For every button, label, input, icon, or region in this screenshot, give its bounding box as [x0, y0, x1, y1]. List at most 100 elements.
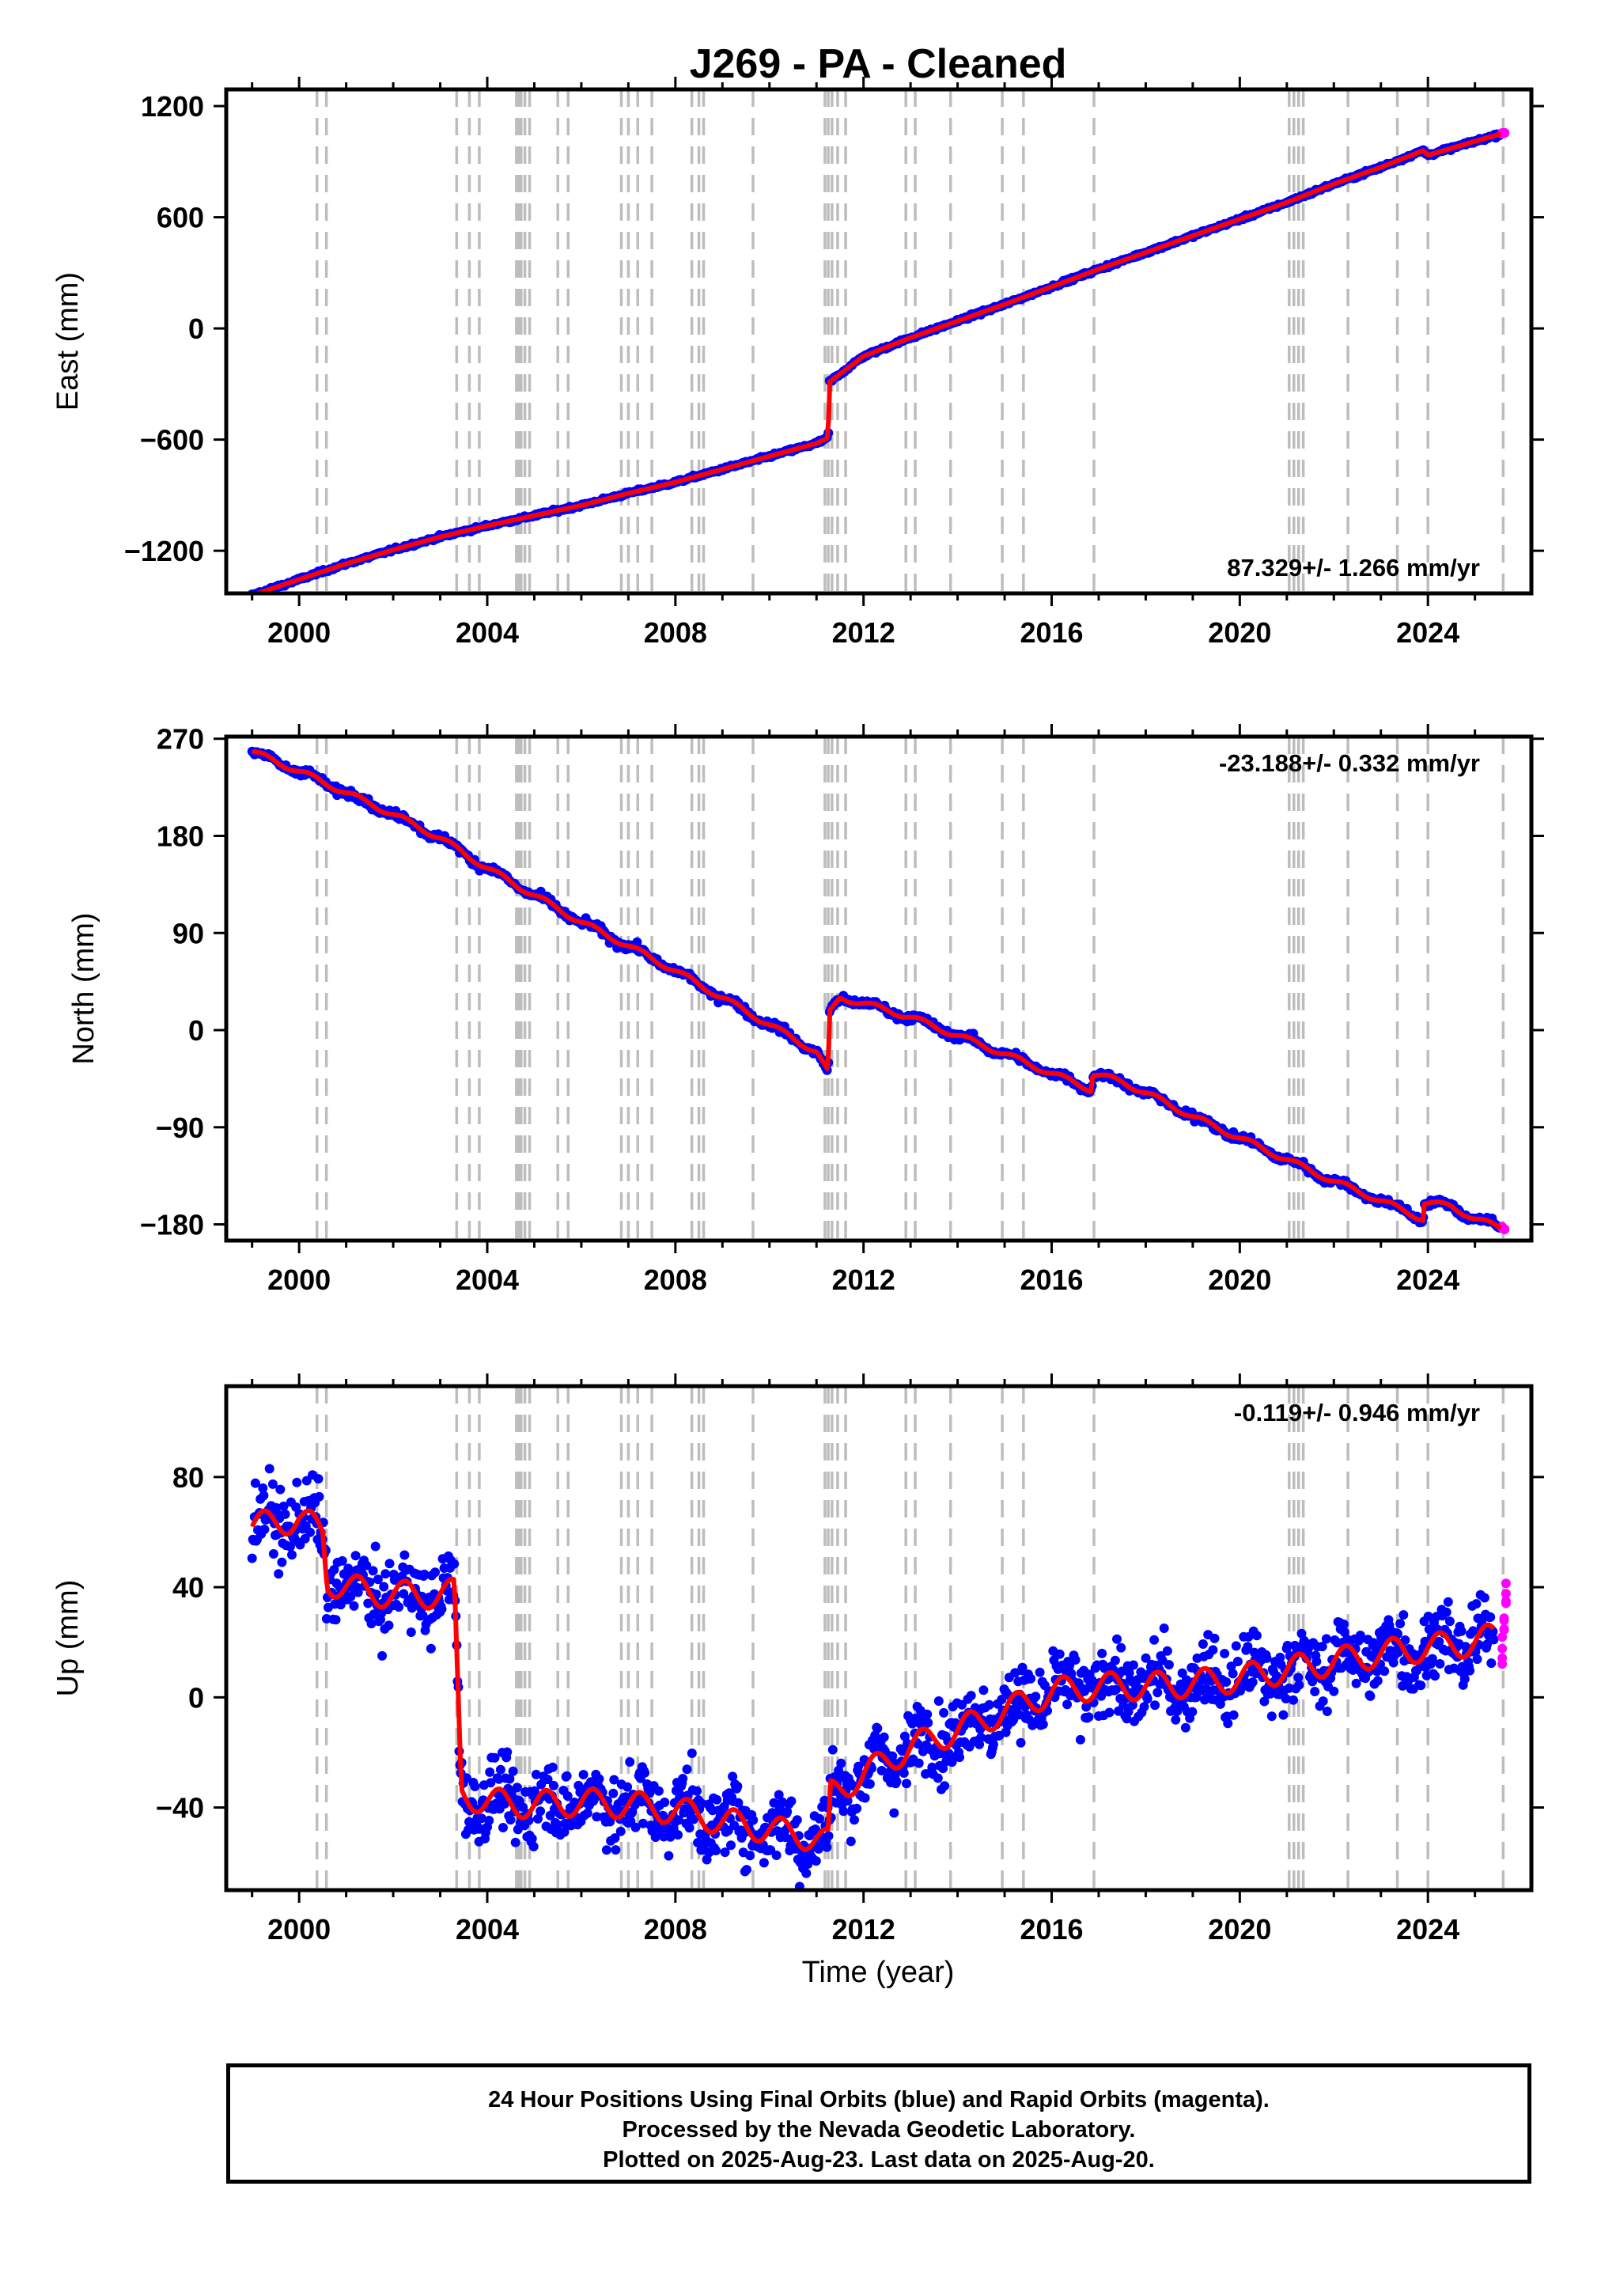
- final-orbit-point: [978, 1685, 989, 1695]
- final-orbit-point: [548, 1780, 558, 1790]
- final-orbit-point: [384, 1559, 395, 1569]
- final-orbit-point: [426, 1643, 436, 1654]
- final-orbit-point: [1322, 1707, 1332, 1716]
- x-tick-label: 2000: [267, 1264, 331, 1296]
- final-orbit-point: [922, 1709, 933, 1719]
- final-orbit-point: [988, 1739, 998, 1749]
- final-orbit-point: [1062, 1699, 1073, 1710]
- final-orbit-point: [1142, 1694, 1152, 1704]
- final-orbit-point: [1489, 1635, 1499, 1645]
- final-orbit-point: [653, 1786, 664, 1796]
- final-orbit-point: [850, 1815, 859, 1825]
- final-orbit-point: [782, 1806, 793, 1817]
- final-orbit-point: [1084, 1712, 1094, 1722]
- y-tick-label: 0: [188, 313, 204, 345]
- final-orbit-point: [1278, 1710, 1289, 1720]
- x-tick-label: 2024: [1396, 1913, 1459, 1946]
- final-orbit-point: [1150, 1700, 1160, 1711]
- final-orbit-point: [664, 1851, 674, 1861]
- final-orbit-point: [543, 1775, 553, 1785]
- final-orbit-point: [1372, 1666, 1382, 1677]
- x-tick-label: 2024: [1396, 616, 1459, 649]
- final-orbit-point: [1427, 1654, 1437, 1664]
- y-axis-ticks: 1200 600 0 −600 −1200: [124, 90, 1544, 567]
- final-orbit-point: [1488, 1627, 1498, 1637]
- final-orbit-point: [1318, 1696, 1328, 1707]
- final-orbit-point: [966, 1691, 976, 1701]
- y-tick-label: −600: [140, 424, 204, 457]
- final-orbit-point: [1266, 1711, 1277, 1722]
- final-orbit-point: [1016, 1737, 1026, 1748]
- final-orbit-point: [860, 1793, 870, 1803]
- final-orbit-point: [625, 1757, 635, 1767]
- final-orbit-point: [508, 1766, 518, 1776]
- final-orbit-point: [879, 1732, 889, 1742]
- final-orbit-point: [692, 1786, 702, 1796]
- final-orbit-point: [899, 1768, 909, 1778]
- final-orbit-point: [380, 1569, 391, 1579]
- rate-label: -0.119+/- 0.946 mm/yr: [1234, 1399, 1480, 1426]
- final-orbit-point: [720, 1847, 730, 1858]
- final-orbit-point: [419, 1569, 430, 1579]
- data-points: [247, 746, 1510, 1235]
- final-orbit-point: [1139, 1702, 1149, 1712]
- final-orbit-point: [1486, 1612, 1496, 1622]
- final-orbit-point: [1031, 1692, 1041, 1702]
- final-orbit-point: [1162, 1646, 1172, 1656]
- final-orbit-point: [394, 1602, 404, 1612]
- final-orbit-point: [745, 1851, 755, 1861]
- final-orbit-point: [748, 1815, 759, 1825]
- x-tick-label: 2024: [1396, 1264, 1459, 1296]
- x-tick-label: 2016: [1020, 1913, 1083, 1946]
- final-orbit-point: [927, 1762, 937, 1772]
- final-orbit-point: [609, 1775, 619, 1785]
- final-orbit-point: [1017, 1662, 1028, 1673]
- final-orbit-point: [486, 1778, 496, 1788]
- final-orbit-point: [1220, 1649, 1230, 1658]
- final-orbit-point: [1180, 1722, 1190, 1733]
- final-orbit-point: [353, 1587, 363, 1597]
- final-orbit-point: [1141, 1653, 1151, 1663]
- final-orbit-point: [1456, 1626, 1467, 1636]
- chart-title: J269 - PA - Cleaned: [690, 41, 1067, 87]
- y-axis-label: North (mm): [67, 912, 100, 1064]
- final-orbit-point: [301, 1476, 312, 1486]
- final-orbit-point: [528, 1842, 539, 1851]
- final-orbit-point: [865, 1779, 875, 1789]
- final-orbit-point: [1221, 1677, 1232, 1687]
- y-tick-label: 40: [172, 1571, 204, 1604]
- final-orbit-point: [1159, 1623, 1169, 1633]
- final-orbit-point: [1012, 1702, 1023, 1712]
- final-orbit-point: [1423, 1612, 1433, 1621]
- final-orbit-point: [1198, 1639, 1208, 1649]
- final-orbit-point: [536, 1779, 547, 1790]
- final-orbit-point: [379, 1582, 389, 1592]
- panel-north: 2000 2004 2008 2012 2016 2020 2024 270 180 90 0 −90…: [67, 723, 1544, 1296]
- final-orbit-point: [702, 1855, 712, 1865]
- final-orbit-point: [771, 1851, 782, 1860]
- final-orbit-point: [899, 1731, 910, 1741]
- final-orbit-point: [640, 1767, 650, 1778]
- final-orbit-point: [268, 1549, 278, 1559]
- x-tick-label: 2012: [832, 1264, 895, 1296]
- final-orbit-point: [1035, 1667, 1045, 1677]
- plot-frame: [224, 734, 1534, 1243]
- final-orbit-point: [811, 1856, 821, 1866]
- final-orbit-point: [852, 1803, 862, 1813]
- final-orbit-point: [512, 1783, 522, 1793]
- final-orbit-point: [1111, 1684, 1121, 1695]
- final-orbit-point: [939, 1707, 949, 1718]
- final-orbit-point: [984, 1699, 994, 1710]
- final-orbit-point: [827, 1745, 838, 1755]
- final-orbit-point: [1075, 1734, 1085, 1745]
- final-orbit-point: [370, 1541, 380, 1552]
- final-orbit-point: [280, 1509, 290, 1519]
- rapid-orbit-point: [1500, 1224, 1510, 1234]
- final-orbit-point: [1351, 1678, 1361, 1688]
- final-orbit-point: [1321, 1634, 1331, 1644]
- final-orbit-point: [1281, 1694, 1291, 1703]
- final-orbit-point: [711, 1846, 721, 1855]
- final-orbit-point: [608, 1788, 619, 1798]
- final-orbit-point: [687, 1749, 697, 1758]
- final-orbit-point: [1215, 1699, 1225, 1709]
